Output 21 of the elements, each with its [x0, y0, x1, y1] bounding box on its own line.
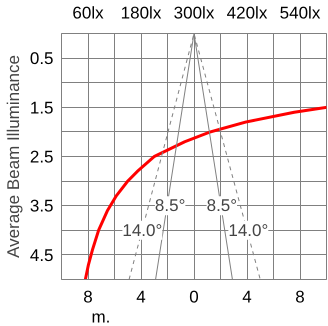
- x2-tick-label: 540lx: [280, 4, 321, 22]
- x-tick-label: 4: [136, 288, 146, 306]
- y-tick-label: 3.5: [30, 196, 54, 216]
- annotation: 8.5°: [206, 196, 238, 216]
- x2-tick-label: 180lx: [120, 4, 162, 22]
- y-tick-label: 2.5: [30, 148, 54, 166]
- x2-tick-label: 420lx: [226, 4, 268, 22]
- y-tick-label: 1.5: [30, 98, 54, 118]
- x2-tick-label: 60lx: [72, 4, 104, 22]
- x-tick-label: 8: [83, 288, 93, 306]
- x2-tick-label: 300lx: [174, 4, 215, 22]
- x-tick-label: 4: [242, 288, 252, 306]
- x-tick-label: 0: [189, 288, 199, 306]
- annotation: 14.0°: [228, 220, 268, 240]
- annotation: 8.5°: [154, 196, 186, 216]
- y-tick-label: 0.5: [30, 49, 54, 68]
- x-tick-label: 8: [295, 288, 305, 306]
- annotation: 14.0°: [122, 220, 162, 240]
- y-tick-label: 4.5: [30, 246, 54, 265]
- y-axis-title: Average Beam Illuminance: [4, 55, 23, 258]
- x-axis-title: m.: [92, 308, 110, 326]
